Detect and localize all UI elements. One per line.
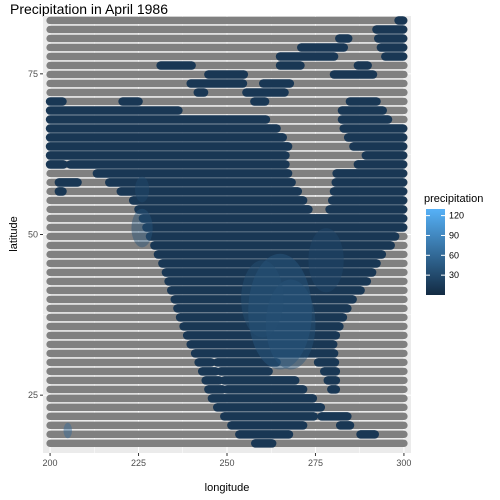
x-tick-label: 225 <box>131 458 146 468</box>
chart-title: Precipitation in April 1986 <box>10 1 168 17</box>
x-axis-label: longitude <box>205 482 250 494</box>
precipitation-hotspot <box>265 279 316 370</box>
precipitation-hotspot <box>308 228 344 293</box>
y-axis: 25 50 75 <box>28 69 43 400</box>
y-axis-label: latitude <box>8 216 20 251</box>
precipitation-hotspot <box>131 208 153 248</box>
legend-ticks: 30 60 90 120 <box>426 211 464 280</box>
y-tick-label: 75 <box>28 69 38 79</box>
legend: precipitation 30 60 90 120 <box>424 193 483 295</box>
x-tick-label: 275 <box>308 458 323 468</box>
precipitation-hotspot <box>135 176 150 203</box>
x-axis: 200 225 250 275 300 <box>43 453 411 468</box>
heatmap-points <box>45 16 408 448</box>
x-tick-label: 200 <box>43 458 58 468</box>
legend-tick-label: 30 <box>449 270 459 280</box>
y-tick-label: 25 <box>28 390 38 400</box>
x-tick-label: 250 <box>219 458 234 468</box>
x-tick-label: 300 <box>396 458 411 468</box>
legend-colorbar <box>426 209 445 295</box>
precipitation-hotspot <box>63 422 73 439</box>
precipitation-hotspot <box>241 260 284 338</box>
legend-title: precipitation <box>424 193 483 205</box>
legend-tick-label: 60 <box>449 250 459 260</box>
precipitation-hotspot <box>248 253 312 370</box>
legend-tick-label: 120 <box>449 211 464 221</box>
y-tick-label: 50 <box>28 230 38 240</box>
legend-tick-label: 90 <box>449 230 459 240</box>
